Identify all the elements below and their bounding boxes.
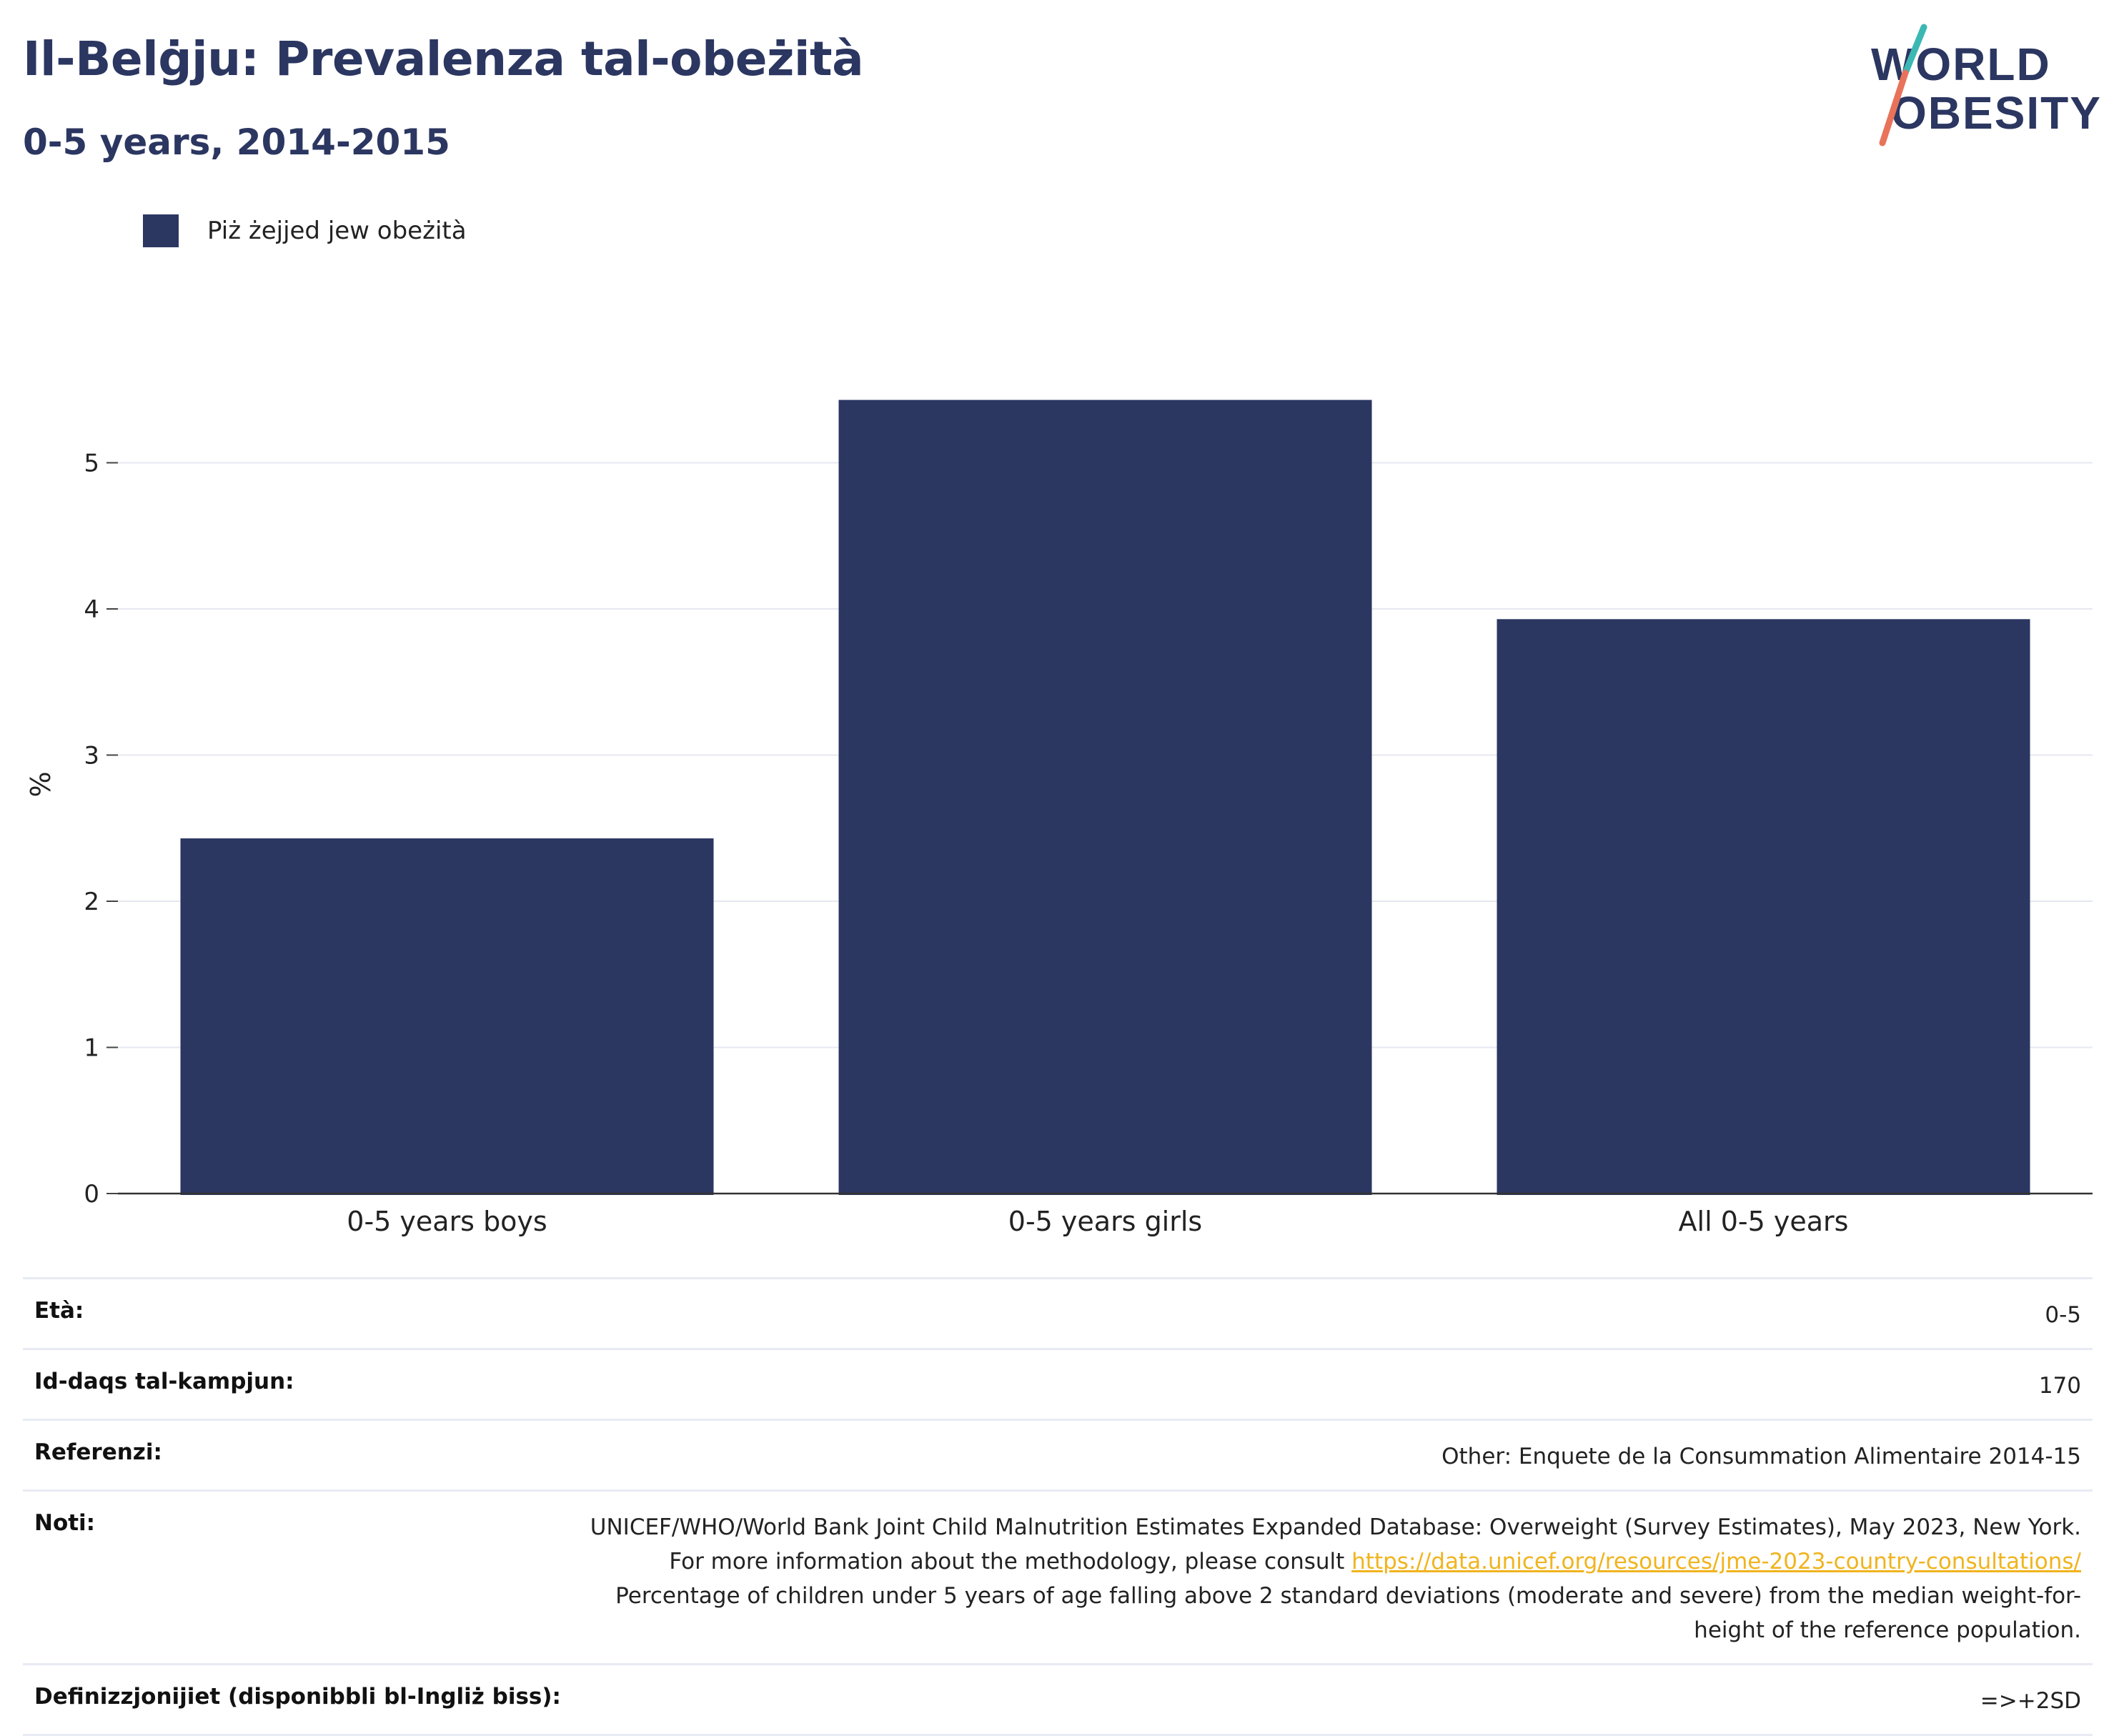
legend-label: Piż żejjed jew obeżità (207, 217, 467, 245)
bar (838, 400, 1372, 1196)
meta-label-definitions: Definizzjonijiet (disponibbli bl-Ingliż … (34, 1684, 561, 1710)
meta-value-definitions: =>+2SD (1980, 1688, 2081, 1715)
x-category-label: All 0-5 years (1679, 1206, 1849, 1237)
x-category-label: 0-5 years girls (1008, 1206, 1202, 1237)
meta-value-references: Other: Enquete de la Consummation Alimen… (1441, 1444, 2081, 1470)
notes-text: UNICEF/WHO/World Bank Joint Child Malnut… (590, 1514, 2081, 1575)
y-tick-label: 2 (84, 888, 99, 916)
meta-row-references: Referenzi: Other: Enquete de la Consumma… (23, 1419, 2093, 1491)
metadata-table: Età: 0-5 Id-daqs tal-kampjun: 170 Refere… (23, 1277, 2093, 1736)
meta-row-age: Età: 0-5 (23, 1278, 2093, 1349)
x-category-label: 0-5 years boys (347, 1206, 547, 1237)
y-tick-label: 1 (84, 1034, 99, 1063)
page-subtitle: 0-5 years, 2014-2015 (23, 121, 450, 163)
world-obesity-logo: WORLD OBESITY (1858, 21, 2101, 150)
meta-value-age: 0-5 (2045, 1302, 2081, 1328)
y-tick-label: 5 (84, 450, 99, 478)
meta-row-definitions: Definizzjonijiet (disponibbli bl-Ingliż … (23, 1664, 2093, 1735)
notes-link[interactable]: https://data.unicef.org/resources/jme-20… (1351, 1549, 2081, 1575)
logo-slash-icon (1879, 24, 1927, 147)
meta-label-age: Età: (34, 1298, 84, 1324)
chart-legend: Piż żejjed jew obeżità (143, 214, 467, 247)
bar (180, 838, 714, 1195)
legend-swatch (143, 214, 179, 247)
bar (1497, 619, 2030, 1195)
meta-label-notes: Noti: (34, 1510, 96, 1537)
meta-value-sample: 170 (2038, 1373, 2081, 1399)
meta-value-notes: UNICEF/WHO/World Bank Joint Child Malnut… (572, 1491, 2093, 1665)
meta-label-sample: Id-daqs tal-kampjun: (34, 1369, 294, 1395)
y-tick-label: 4 (84, 595, 99, 624)
meta-row-sample: Id-daqs tal-kampjun: 170 (23, 1349, 2093, 1420)
meta-row-notes: Noti: UNICEF/WHO/World Bank Joint Child … (23, 1490, 2093, 1665)
meta-label-references: Referenzi: (34, 1439, 162, 1466)
logo-text-obesity: OBESITY (1891, 87, 2102, 139)
notes-definition-text: Percentage of children under 5 years of … (615, 1583, 2081, 1644)
y-tick-label: 0 (84, 1180, 99, 1209)
y-tick-label: 3 (84, 742, 99, 770)
y-axis-label: % (25, 771, 56, 797)
bar-chart: 0 1 2 3 4 5% 0-5 years boys 0-5 years girls All … (25, 400, 2093, 1237)
page-title: Il-Belġju: Prevalenza tal-obeżità (23, 31, 864, 86)
